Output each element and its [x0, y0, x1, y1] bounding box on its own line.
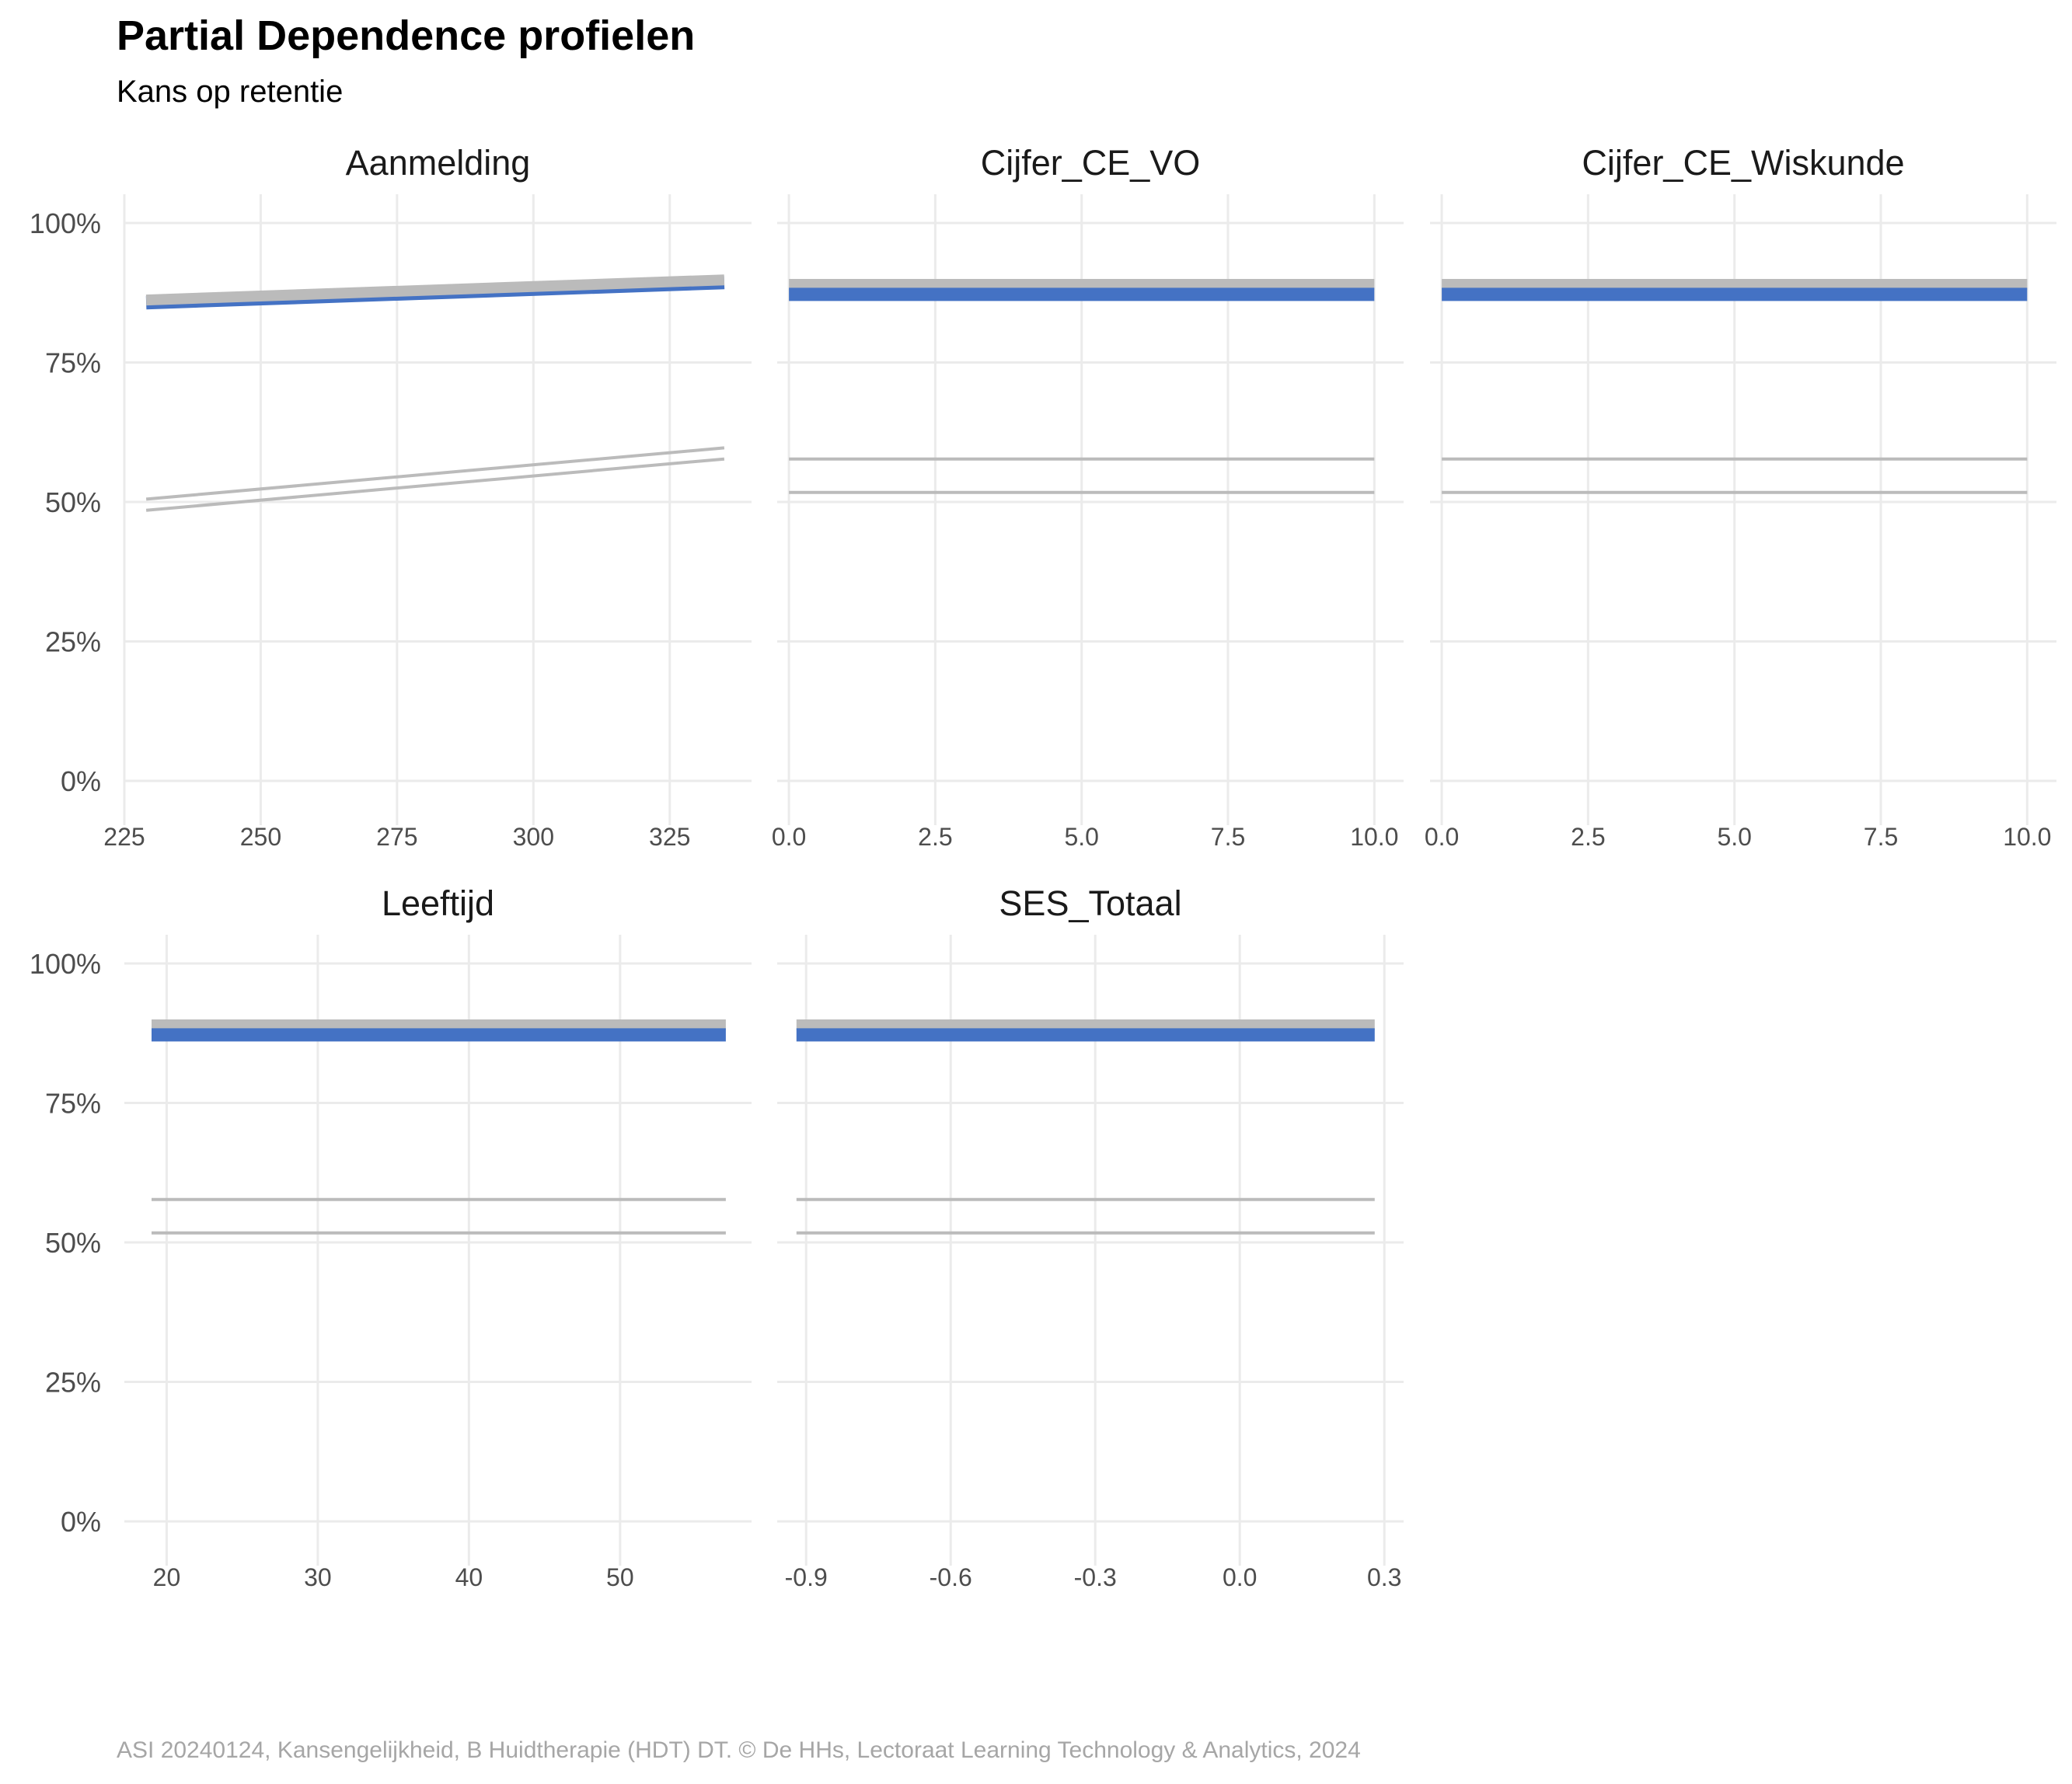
y-tick-label: 25% [45, 626, 101, 658]
x-tick-label: 0.0 [772, 823, 806, 851]
facet-strip-label: Aanmelding [346, 143, 531, 183]
x-tick-label: 0.3 [1367, 1563, 1401, 1591]
facet-strip-label: Cijfer_CE_Wiskunde [1582, 143, 1904, 183]
reference-band-line [145, 274, 725, 306]
x-tick-label: 20 [153, 1563, 181, 1591]
facet-panel-aanmelding: Aanmelding 0% 25% 50% 75% 100% 225 250 275 300 325 [30, 143, 752, 851]
reference-series-line [145, 446, 725, 501]
x-tick-label: 40 [455, 1563, 483, 1591]
facet-panel-leeftijd: Leeftijd 0% 25% 50% 75% 100% 20 30 40 50 [30, 883, 752, 1591]
x-tick-label: 2.5 [918, 823, 952, 851]
x-tick-label: 225 [103, 823, 145, 851]
x-tick-label: 2.5 [1571, 823, 1605, 851]
x-tick-label: -0.6 [930, 1563, 972, 1591]
x-tick-label: 5.0 [1064, 823, 1098, 851]
x-tick-label: 275 [376, 823, 417, 851]
facet-panels: Aanmelding 0% 25% 50% 75% 100% 225 250 275 300 325… [30, 143, 2056, 1591]
x-tick-label: 0.0 [1223, 1563, 1257, 1591]
facet-panel-cijfer-ce-vo: Cijfer_CE_VO 0.0 2.5 5.0 7.5 10.0 [772, 143, 1404, 851]
facet-strip-label: Leeftijd [382, 883, 494, 923]
chart-title: Partial Dependence profielen [117, 12, 695, 59]
reference-series-line [145, 457, 725, 512]
x-tick-label: 5.0 [1717, 823, 1751, 851]
x-tick-label: 50 [606, 1563, 634, 1591]
x-tick-label: 7.5 [1211, 823, 1245, 851]
x-tick-label: 250 [240, 823, 281, 851]
x-tick-label: 10.0 [1350, 823, 1398, 851]
facet-strip-label: SES_Totaal [999, 883, 1181, 923]
chart-subtitle: Kans op retentie [117, 75, 343, 109]
y-tick-label: 50% [45, 1227, 101, 1259]
y-tick-label: 0% [61, 1506, 101, 1538]
x-tick-label: 7.5 [1864, 823, 1898, 851]
y-tick-label: 75% [45, 1088, 101, 1120]
x-tick-label: 30 [304, 1563, 332, 1591]
y-tick-label: 100% [30, 948, 101, 980]
chart-caption: ASI 20240124, Kansengelijkheid, B Huidth… [117, 1737, 1361, 1763]
x-tick-label: -0.9 [785, 1563, 828, 1591]
x-tick-label: 10.0 [2003, 823, 2051, 851]
y-tick-label: 50% [45, 486, 101, 518]
x-tick-label: 0.0 [1425, 823, 1459, 851]
y-tick-label: 0% [61, 765, 101, 797]
y-tick-label: 25% [45, 1367, 101, 1399]
facet-panel-ses-totaal: SES_Totaal -0.9 -0.6 -0.3 0.0 0.3 [777, 883, 1404, 1591]
y-tick-label: 100% [30, 207, 101, 239]
facet-panel-cijfer-ce-wiskunde: Cijfer_CE_Wiskunde 0.0 2.5 5.0 7.5 10.0 [1425, 143, 2056, 851]
x-tick-label: 300 [513, 823, 554, 851]
y-tick-label: 75% [45, 347, 101, 379]
x-tick-label: -0.3 [1074, 1563, 1117, 1591]
x-tick-label: 325 [649, 823, 690, 851]
facet-strip-label: Cijfer_CE_VO [981, 143, 1201, 183]
